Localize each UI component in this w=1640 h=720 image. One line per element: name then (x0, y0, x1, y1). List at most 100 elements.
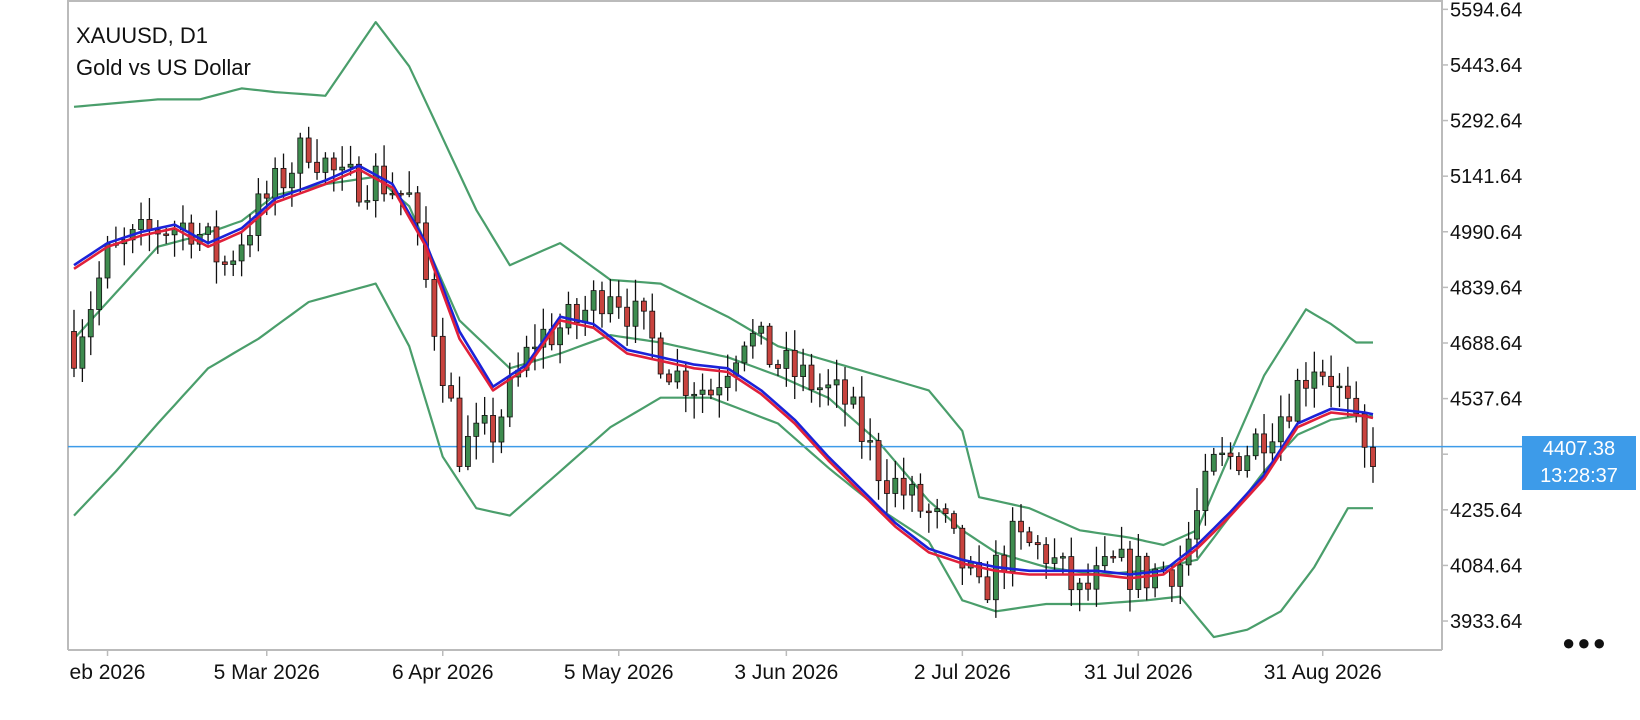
candle-body (1336, 385, 1343, 389)
candle-body (1252, 433, 1259, 457)
candle-body (71, 331, 77, 369)
candle-body (909, 483, 915, 496)
candle-body (741, 345, 748, 364)
candle-body (850, 396, 857, 405)
candle-body (205, 226, 211, 235)
candle-body (1051, 557, 1058, 564)
candle-body (682, 370, 689, 396)
candle-body (615, 296, 622, 308)
candle-body (1236, 456, 1242, 472)
bollinger-lower-line (73, 282, 1373, 639)
y-tick-label: 5443.64 (1450, 55, 1522, 77)
candle-body (934, 508, 941, 513)
candle-body (1168, 569, 1175, 587)
x-tick-label: 31 Jul 2026 (1084, 661, 1193, 684)
candle-body (917, 483, 924, 512)
more-dots-icon[interactable]: ●●● (1562, 630, 1608, 655)
current-price-value: 4407.38 (1542, 438, 1616, 460)
candle-body (1194, 510, 1200, 540)
candle-body (1370, 446, 1376, 467)
candle-body (1311, 371, 1318, 389)
candle-body (1060, 556, 1066, 559)
candle-body (364, 200, 371, 203)
candle-body (305, 137, 312, 163)
candle-body (406, 192, 413, 195)
candle-body (758, 325, 765, 334)
candle-body (892, 477, 899, 494)
y-tick-label: 4235.64 (1450, 500, 1522, 522)
candle-body (1328, 375, 1334, 387)
candle-body (783, 350, 790, 369)
candle-body (439, 335, 446, 386)
candle-body (565, 303, 572, 329)
candle-body (96, 277, 103, 310)
candle-body (1261, 433, 1267, 454)
candle-body (1303, 379, 1309, 389)
candle-body (925, 510, 932, 514)
candle-body (749, 332, 756, 347)
candle-body (1110, 556, 1117, 559)
candle-body (1068, 556, 1075, 591)
candle-body (992, 554, 999, 601)
candle-body (314, 161, 320, 173)
candle-body (280, 167, 287, 189)
candle-body (573, 303, 580, 324)
candle-body (339, 166, 346, 171)
ma-fast-line (73, 164, 1374, 576)
candle-body (347, 163, 354, 168)
candle-body (1152, 568, 1159, 589)
symbol-description: Gold vs US Dollar (76, 55, 251, 80)
candle-body (1294, 379, 1301, 422)
candle-body (247, 235, 253, 246)
candle-body (708, 389, 714, 396)
candle-body (448, 385, 455, 399)
y-tick-label: 4839.64 (1450, 277, 1522, 299)
candle-body (1269, 441, 1276, 454)
symbol-info: XAUUSD, D1 Gold vs US Dollar (76, 20, 251, 84)
candle-body (79, 336, 86, 369)
candle-body (724, 375, 731, 388)
candle-body (1101, 556, 1108, 567)
candle-body (766, 325, 773, 365)
candle-body (808, 364, 815, 391)
candle-body (87, 309, 94, 338)
candle-body (146, 219, 153, 231)
candle-body (1018, 520, 1024, 533)
candle-body (867, 440, 874, 443)
candle-body (1227, 452, 1234, 457)
y-tick-label: 3933.64 (1450, 611, 1522, 633)
y-tick-label: 4688.64 (1450, 333, 1522, 355)
candle-body (1353, 397, 1360, 415)
candle-body (230, 260, 237, 265)
candle-body (1244, 455, 1251, 472)
candle-body (1277, 416, 1284, 443)
candle-body (607, 296, 614, 315)
candle-body (1009, 520, 1016, 573)
candle-body (297, 137, 304, 174)
candle-body (691, 393, 698, 397)
candle-body (1361, 413, 1368, 448)
x-tick-label: 31 Aug 2026 (1264, 661, 1382, 684)
candle-body (674, 370, 681, 383)
candle-body (984, 576, 991, 601)
candle-body (1118, 548, 1125, 558)
candle-body (1127, 548, 1133, 590)
candle-body (498, 416, 505, 443)
candle-body (356, 163, 362, 203)
candle-body (557, 327, 563, 346)
candle-body (599, 290, 605, 315)
candle-body (490, 415, 496, 443)
y-tick-label: 5141.64 (1450, 166, 1522, 188)
x-tick-label: 6 Apr 2026 (392, 661, 494, 684)
x-tick-label: eb 2026 (70, 661, 146, 684)
candle-body (875, 440, 882, 482)
candle-body (464, 435, 471, 467)
candle-body (640, 300, 647, 312)
candle-body (1085, 582, 1091, 590)
candle-body (138, 219, 144, 230)
y-tick-label: 5292.64 (1450, 111, 1522, 133)
candle-body (900, 477, 907, 496)
candle-body (456, 397, 463, 467)
candle-body (942, 508, 949, 515)
